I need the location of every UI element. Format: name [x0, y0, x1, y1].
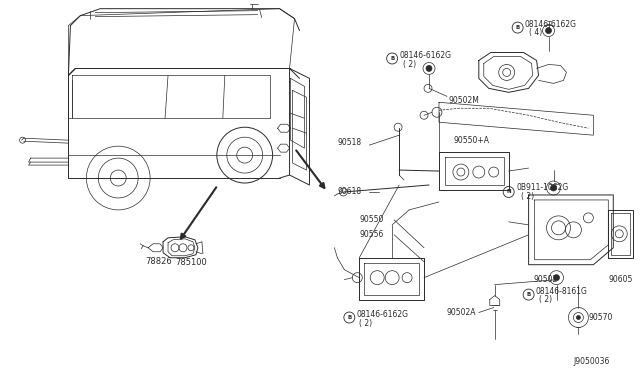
Circle shape: [577, 315, 580, 320]
Text: ( 2): ( 2): [521, 192, 534, 202]
Text: ( 2): ( 2): [539, 295, 552, 304]
Text: 08146-8161G: 08146-8161G: [536, 287, 588, 296]
Circle shape: [426, 65, 432, 71]
Circle shape: [554, 275, 559, 280]
Text: N: N: [506, 189, 511, 195]
Circle shape: [545, 28, 552, 33]
Text: ( 2): ( 2): [403, 60, 416, 69]
Text: 08146-6162G: 08146-6162G: [525, 20, 577, 29]
Text: ( 4): ( 4): [529, 28, 542, 37]
Text: 785100: 785100: [175, 258, 207, 267]
Text: 90556: 90556: [359, 230, 383, 239]
Text: 08146-6162G: 08146-6162G: [399, 51, 451, 60]
Text: 90502A: 90502A: [447, 308, 476, 317]
Text: 90605: 90605: [608, 275, 633, 284]
Text: 0B911-1062G: 0B911-1062G: [516, 183, 569, 192]
Text: 90518: 90518: [337, 138, 362, 147]
Text: ( 2): ( 2): [359, 319, 372, 328]
Text: 90502M: 90502M: [449, 96, 480, 105]
Text: 90570: 90570: [588, 313, 612, 322]
Text: B: B: [527, 292, 531, 297]
Text: B: B: [347, 315, 351, 320]
Text: 78826: 78826: [145, 257, 172, 266]
Text: 90502: 90502: [534, 275, 558, 284]
Text: B: B: [516, 25, 520, 30]
Text: 90550+A: 90550+A: [454, 136, 490, 145]
Text: 08146-6162G: 08146-6162G: [356, 310, 408, 319]
Text: 90618: 90618: [337, 187, 362, 196]
Circle shape: [550, 185, 557, 191]
Text: B: B: [390, 56, 394, 61]
Text: 90550: 90550: [359, 215, 383, 224]
Text: J9050036: J9050036: [573, 357, 610, 366]
